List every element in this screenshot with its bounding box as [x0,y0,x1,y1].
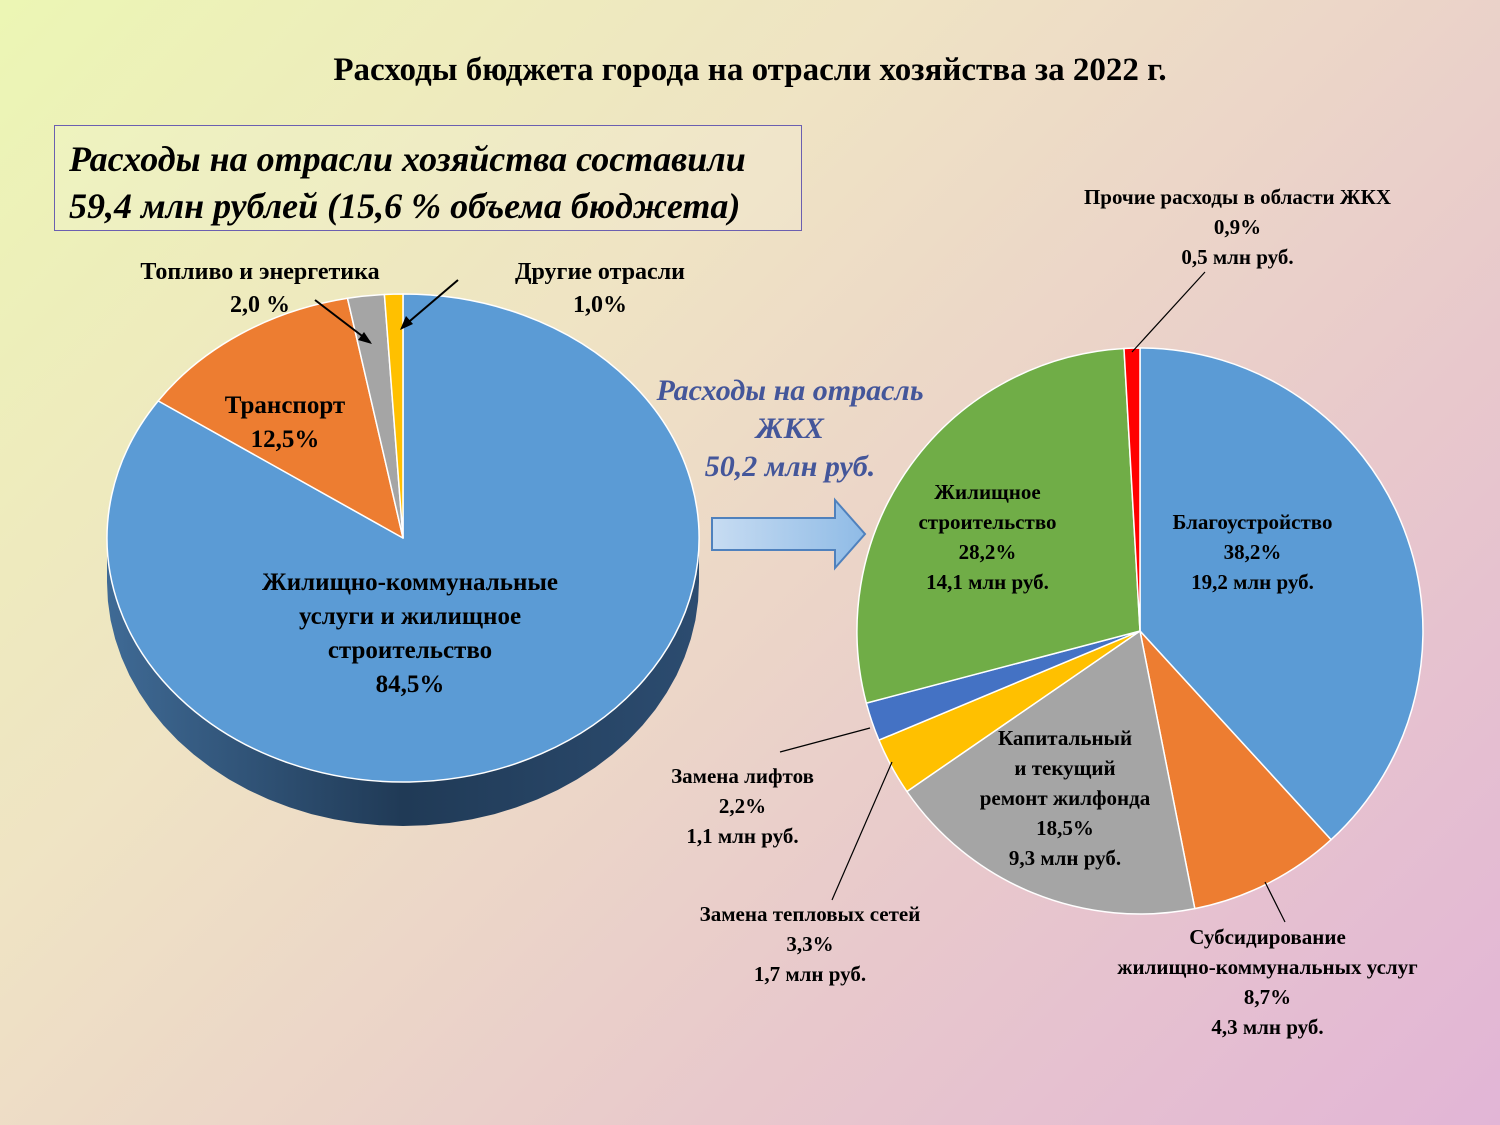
pie1-side-жилищно-коммунальные-услуги-и-жилищное-строительство [107,538,699,826]
summary-callout: Расходы на отрасли хозяйства составили 5… [54,125,802,231]
pie2-slice-благоустройство [1139,347,1424,841]
label-other-industries: Другие отрасли 1,0% [515,259,685,318]
label-other-jkx: Прочие расходы в области ЖКХ 0,9% 0,5 мл… [1083,185,1392,269]
jkx-heading-line-1: Расходы на отрасль [656,374,924,407]
summary-line-2: 59,4 млн рублей (15,6 % объема бюджета) [69,186,741,226]
pie2-slice-жилищное-строительство [856,347,1141,704]
page-title: Расходы бюджета города на отрасли хозяйс… [333,52,1167,88]
label-heating-networks: Замена тепловых сетей 3,3% 1,7 млн руб. [699,902,921,986]
pie2-slice-капитальный-и-текущий-ремонт-жилфонда [906,630,1196,915]
jkx-pie-chart [856,347,1424,915]
subsidies-leader-line [1264,881,1286,923]
other-industries-arrowhead-icon [400,316,413,330]
summary-line-1: Расходы на отрасли хозяйства составили [69,139,746,179]
label-subsidies: Субсидирование жилищно-коммунальных услу… [1117,925,1418,1039]
industry-pie-chart [106,293,700,826]
pie1-slice-другие-отрасли [383,293,404,539]
transition-arrow-icon [711,497,867,571]
label-repair: Капитальный и текущий ремонт жилфонда 18… [979,726,1151,870]
pie2-slice-прочие-расходы-в-области-жкх [1123,347,1141,632]
leader-lines [314,271,1286,923]
heating-networks-leader-line [831,761,893,901]
jkx-heading-line-3: 50,2 млн руб. [704,450,876,483]
label-housing-services: Жилищно-коммунальные услуги и жилищное с… [262,569,558,698]
fuel-energy-arrowhead-icon [358,332,372,344]
fuel-energy-arrow-icon [314,299,371,343]
label-landscaping: Благоустройство 38,2% 19,2 млн руб. [1172,510,1333,594]
label-fuel-energy: Топливо и энергетика 2,0 % [140,259,380,318]
label-housing-construction: Жилищное строительство 28,2% 14,1 млн ру… [918,480,1057,594]
other-industries-arrow-icon [403,279,459,327]
label-elevators: Замена лифтов 2,2% 1,1 млн руб. [671,764,814,848]
label-transport: Транспорт 12,5% [224,392,346,453]
pie2-slice-субсидирование-жилищно-коммунальных-услуг [1139,630,1332,910]
other-jkx-leader-line [1131,271,1206,353]
jkx-heading-line-2: ЖКХ [756,412,824,445]
pie1-slice-транспорт [157,297,404,539]
jkx-heading: Расходы на отрасль ЖКХ 50,2 млн руб. [615,372,965,486]
elevators-leader-line [779,727,871,753]
